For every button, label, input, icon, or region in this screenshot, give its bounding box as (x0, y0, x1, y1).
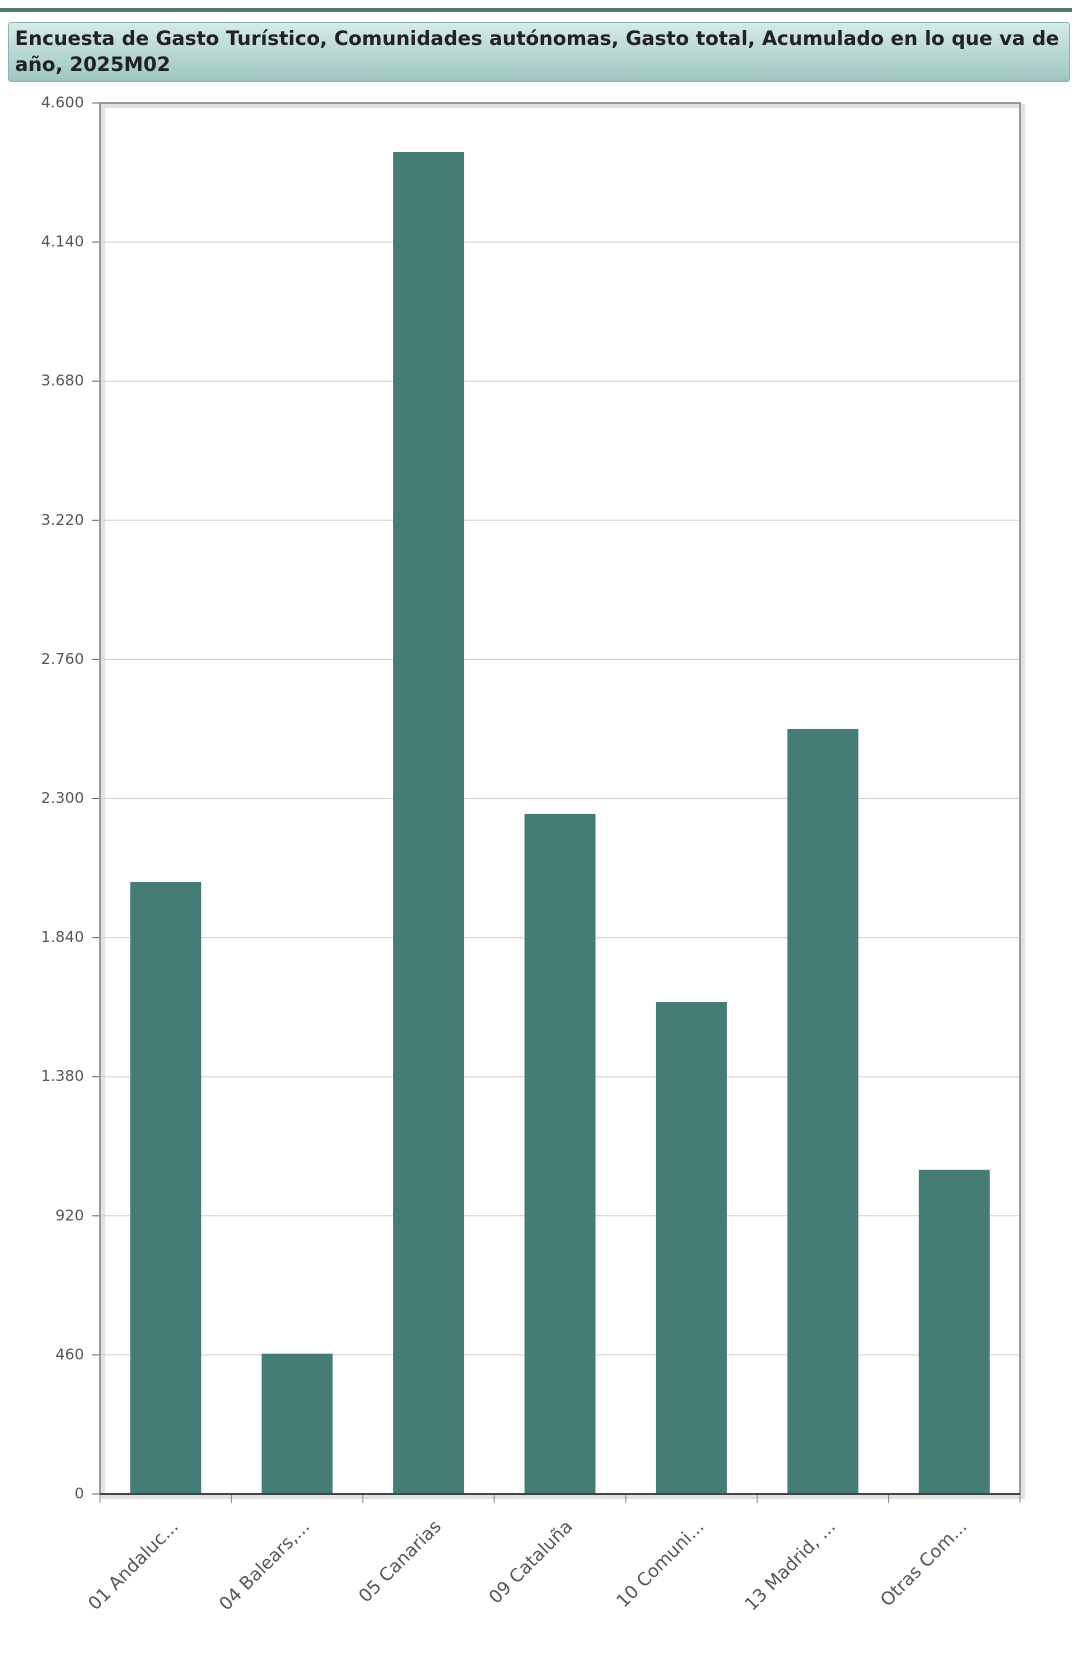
chart-title: Encuesta de Gasto Turístico, Comunidades… (8, 22, 1070, 82)
y-tick-label: 460 (55, 1345, 84, 1363)
bar (918, 1169, 990, 1494)
y-tick-label: 1.380 (41, 1067, 84, 1085)
x-tick-label: 09 Cataluña (485, 1516, 577, 1608)
y-tick-label: 4.140 (41, 233, 84, 251)
bar (130, 881, 202, 1494)
y-tick-label: 0 (74, 1485, 84, 1503)
x-tick-label: Otras Com... (877, 1516, 972, 1611)
y-tick-label: 2.760 (41, 650, 84, 668)
y-tick-label: 4.600 (41, 94, 84, 112)
x-tick-label: 13 Madrid, ... (741, 1516, 840, 1615)
x-tick-label: 01 Andaluc... (84, 1516, 182, 1614)
y-tick-label: 3.680 (41, 372, 84, 390)
bar (787, 728, 859, 1494)
plot-shadow (101, 104, 1025, 1499)
y-tick-label: 3.220 (41, 511, 84, 529)
bar (524, 813, 596, 1494)
x-tick-label: 10 Comuni... (613, 1516, 709, 1612)
bar (393, 151, 465, 1494)
y-tick-label: 920 (55, 1206, 84, 1224)
y-tick-label: 2.300 (41, 789, 84, 807)
x-tick-label: 05 Canarias (355, 1516, 446, 1607)
y-tick-label: 1.840 (41, 928, 84, 946)
bar (261, 1353, 333, 1494)
bar (655, 1002, 727, 1494)
top-rule (0, 8, 1072, 12)
x-tick-label: 04 Balears,... (215, 1516, 314, 1615)
